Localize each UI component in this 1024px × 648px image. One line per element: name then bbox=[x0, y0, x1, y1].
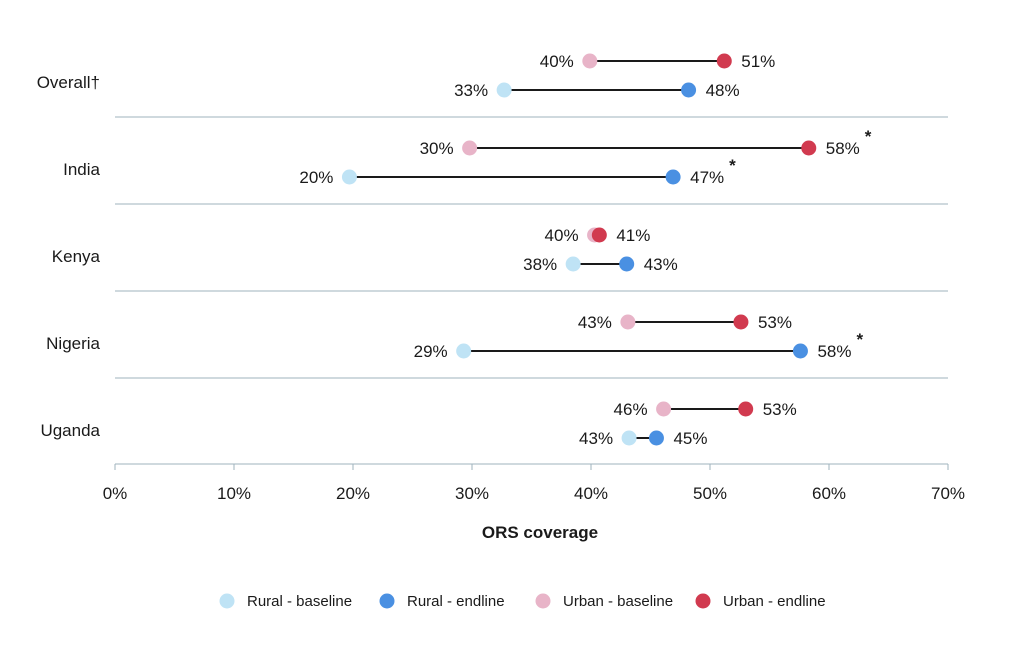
legend-item: Urban - baseline bbox=[535, 593, 673, 610]
urban-value-label: 43% bbox=[578, 313, 612, 332]
urban-baseline-point bbox=[582, 53, 598, 69]
urban-endline-point bbox=[591, 227, 607, 243]
rural-endline-point bbox=[681, 82, 697, 98]
legend-item: Rural - baseline bbox=[219, 593, 352, 610]
rural-value-label: 58% bbox=[817, 342, 851, 361]
plot-area: Overall† 40% 51% 33% 48% India 30% 58% 20% 47% * * K… bbox=[37, 52, 872, 448]
row-separators bbox=[115, 116, 948, 379]
legend-swatch bbox=[379, 593, 395, 609]
urban-endline-point bbox=[801, 140, 817, 156]
urban-endline-point bbox=[716, 53, 732, 69]
urban-endline-point bbox=[733, 314, 749, 330]
urban-baseline-point bbox=[656, 401, 672, 417]
urban-value-label: 51% bbox=[741, 52, 775, 71]
x-tick-label: 50% bbox=[693, 484, 727, 503]
category-label: Kenya bbox=[52, 247, 101, 266]
rural-baseline-point bbox=[621, 430, 637, 446]
legend-label: Urban - baseline bbox=[563, 593, 673, 610]
rural-baseline-point bbox=[496, 82, 512, 98]
x-tick-label: 70% bbox=[931, 484, 965, 503]
urban-value-label: 30% bbox=[420, 139, 454, 158]
category-label: Uganda bbox=[40, 421, 100, 440]
urban-value-label: 58% bbox=[826, 139, 860, 158]
urban-baseline-point bbox=[462, 140, 478, 156]
legend-label: Rural - endline bbox=[407, 593, 505, 610]
category-group: Nigeria 43% 53% 29% 58% * bbox=[46, 313, 863, 361]
rural-value-label: 47% bbox=[690, 168, 724, 187]
rural-endline-point bbox=[792, 343, 808, 359]
rural-endline-point bbox=[665, 169, 681, 185]
rural-value-label: 38% bbox=[523, 255, 557, 274]
rural-value-label: 20% bbox=[299, 168, 333, 187]
x-axis: 0% 10% 20% 30% 40% 50% 60% 70% bbox=[103, 463, 965, 503]
rural-baseline-point bbox=[341, 169, 357, 185]
legend-item: Urban - endline bbox=[695, 593, 826, 610]
urban-value-label: 53% bbox=[758, 313, 792, 332]
legend-swatch bbox=[219, 593, 235, 609]
rural-value-label: 33% bbox=[454, 81, 488, 100]
significance-marker: * bbox=[865, 127, 872, 146]
x-tick-label: 10% bbox=[217, 484, 251, 503]
rural-baseline-point bbox=[565, 256, 581, 272]
x-tick-label: 60% bbox=[812, 484, 846, 503]
category-group: Kenya 40% 41% 38% 43% bbox=[52, 226, 678, 274]
category-label: Overall† bbox=[37, 73, 100, 92]
rural-endline-point bbox=[648, 430, 664, 446]
urban-value-label: 41% bbox=[616, 226, 650, 245]
urban-baseline-point bbox=[620, 314, 636, 330]
significance-marker: * bbox=[729, 156, 736, 175]
rural-endline-point bbox=[619, 256, 635, 272]
category-label: Nigeria bbox=[46, 334, 100, 353]
category-group: Overall† 40% 51% 33% 48% bbox=[37, 52, 776, 100]
significance-marker: * bbox=[856, 330, 863, 349]
legend-label: Rural - baseline bbox=[247, 593, 352, 610]
urban-value-label: 40% bbox=[545, 226, 579, 245]
x-tick-label: 40% bbox=[574, 484, 608, 503]
category-label: India bbox=[63, 160, 100, 179]
legend-item: Rural - endline bbox=[379, 593, 505, 610]
urban-value-label: 46% bbox=[614, 400, 648, 419]
urban-value-label: 53% bbox=[763, 400, 797, 419]
rural-value-label: 48% bbox=[706, 81, 740, 100]
x-tick-label: 0% bbox=[103, 484, 128, 503]
rural-value-label: 29% bbox=[414, 342, 448, 361]
rural-value-label: 43% bbox=[644, 255, 678, 274]
x-axis-title: ORS coverage bbox=[482, 523, 598, 542]
urban-value-label: 40% bbox=[540, 52, 574, 71]
x-tick-label: 20% bbox=[336, 484, 370, 503]
legend-label: Urban - endline bbox=[723, 593, 826, 610]
urban-endline-point bbox=[738, 401, 754, 417]
rural-value-label: 43% bbox=[579, 429, 613, 448]
legend-swatch bbox=[695, 593, 711, 609]
legend-swatch bbox=[535, 593, 551, 609]
rural-baseline-point bbox=[456, 343, 472, 359]
x-tick-label: 30% bbox=[455, 484, 489, 503]
category-group: India 30% 58% 20% 47% * * bbox=[63, 127, 872, 187]
legend: Rural - baseline Rural - endline Urban - b… bbox=[219, 593, 826, 610]
rural-value-label: 45% bbox=[673, 429, 707, 448]
category-group: Uganda 46% 53% 43% 45% bbox=[40, 400, 796, 448]
